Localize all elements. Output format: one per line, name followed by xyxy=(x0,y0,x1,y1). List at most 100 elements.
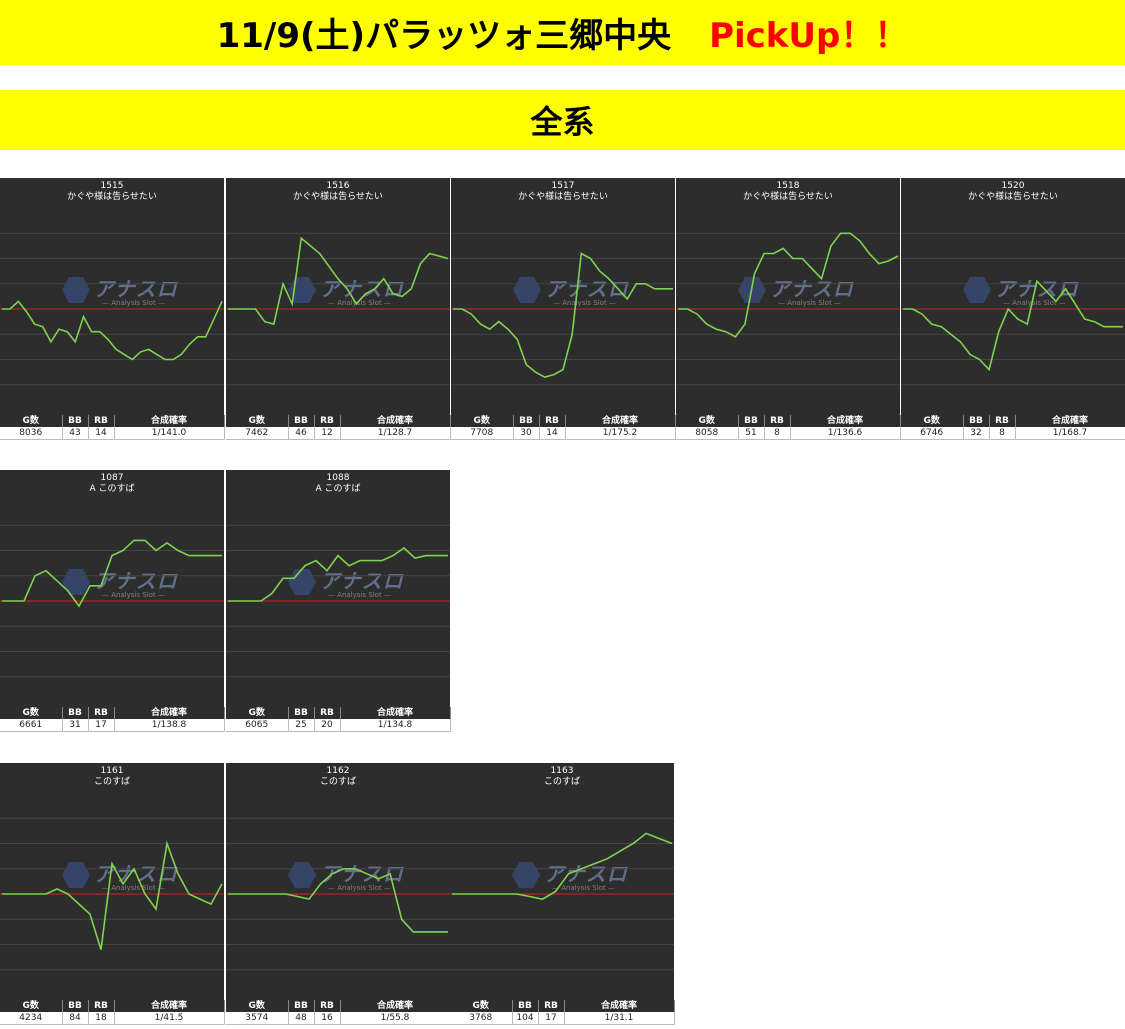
chart-title: 1517 かぐや様は告らせたい xyxy=(451,181,675,203)
section-banner: 全系 xyxy=(0,90,1125,150)
machine-number: 1161 xyxy=(100,766,124,776)
machine-name: A このすば xyxy=(315,484,361,494)
data-series-line xyxy=(228,236,449,326)
chart-title: 1161 このすば xyxy=(0,766,224,788)
stats-value-cell: 43 xyxy=(62,427,89,440)
stats-value-cell: 7708 xyxy=(451,427,514,440)
plot-area: 1517 かぐや様は告らせたい アナスロ — Analysis Slot — xyxy=(451,178,675,415)
watermark-logo: アナスロ — Analysis Slot — xyxy=(288,565,416,605)
plot-area: 1515 かぐや様は告らせたいアナスロ — Analysis Slot — xyxy=(0,178,224,415)
stats-value-cell: 1/175.2 xyxy=(565,427,676,440)
stats-header-cell: G数 xyxy=(0,1000,63,1012)
stats-value-cell: 20 xyxy=(314,719,341,732)
plot-area: 1162 このすば アナスロ — Analysis Slot — xyxy=(226,763,450,1000)
stats-header-cell: RB xyxy=(314,415,341,427)
machine-number: 1162 xyxy=(326,766,350,776)
stats-header-cell: RB xyxy=(88,1000,115,1012)
machine-number: 1517 xyxy=(551,181,575,191)
stats-header-cell: RB xyxy=(88,707,115,719)
chart-panel: 1163 このすば アナスロ — Analysis Slot — G数 BB RB 合成確率 3… xyxy=(450,763,675,1029)
chart-panel: 1515 かぐや様は告らせたい アナスロ — Analysis Slot — G数 BB R… xyxy=(0,178,225,444)
watermark-subtitle: — Analysis Slot — xyxy=(778,299,841,307)
machine-name: かぐや様は告らせたい xyxy=(968,192,1058,202)
chart-panel: 1518 かぐや様は告らせたい アナスロ — Analysis Slot — G数 BB R… xyxy=(676,178,901,444)
line-chart xyxy=(226,817,450,971)
stats-header-cell: RB xyxy=(538,1000,565,1012)
machine-name: このすば xyxy=(319,777,356,787)
data-series-line xyxy=(678,232,899,338)
stats-value-cell: 1/138.8 xyxy=(114,719,225,732)
stats-table: G数 BB RB 合成確率 3768 104 17 1/31.1 xyxy=(450,1000,675,1025)
chart-title: 1088 A このすば xyxy=(226,473,450,495)
stats-value-cell: 51 xyxy=(738,427,765,440)
line-chart xyxy=(0,524,224,678)
plot-area: 1516 かぐや様は告らせたいアナスロ — Analysis Slot — xyxy=(226,178,450,415)
hexagon-icon xyxy=(512,862,540,888)
stats-header-cell: G数 xyxy=(450,1000,513,1012)
data-series-line xyxy=(453,252,673,379)
stats-value-cell: 1/41.5 xyxy=(114,1012,225,1025)
watermark-logo: アナスロ — Analysis Slot — xyxy=(62,273,190,313)
hexagon-icon xyxy=(513,277,541,303)
chart-title: 1518 かぐや様は告らせたい xyxy=(676,181,900,203)
stats-value-cell: 4234 xyxy=(0,1012,63,1025)
plot-area: 1518 かぐや様は告らせたい アナスロ — Analysis Slot — xyxy=(676,178,900,415)
stats-value-cell: 6661 xyxy=(0,719,63,732)
stats-header-cell: G数 xyxy=(226,707,289,719)
line-chart xyxy=(901,232,1125,386)
line-chart xyxy=(226,524,450,678)
stats-header-cell: BB xyxy=(288,1000,315,1012)
section-title: 全系 xyxy=(530,103,595,141)
chart-panel: 1517 かぐや様は告らせたい アナスロ — Analysis Slot — G数 BB R… xyxy=(451,178,676,444)
plot-area: 1163 このすば アナスロ — Analysis Slot — xyxy=(450,763,674,1000)
line-chart xyxy=(451,232,675,386)
data-series-line xyxy=(2,539,222,608)
watermark-logo: アナスロ — Analysis Slot — xyxy=(512,858,640,898)
stats-value-cell: 104 xyxy=(512,1012,539,1025)
stats-value-cell: 16 xyxy=(314,1012,341,1025)
stats-value-cell: 84 xyxy=(62,1012,89,1025)
stats-header-cell: 合成確率 xyxy=(565,415,676,427)
machine-number: 1515 xyxy=(100,181,124,191)
machine-name: かぐや様は告らせたい xyxy=(67,192,157,202)
stats-header-cell: BB xyxy=(62,1000,89,1012)
line-chart xyxy=(450,817,674,971)
stats-value-cell: 48 xyxy=(288,1012,315,1025)
stats-table: G数 BB RB 合成確率 4234 84 18 1/41.5 xyxy=(0,1000,225,1025)
line-chart xyxy=(226,232,450,386)
stats-header-cell: BB xyxy=(738,415,765,427)
stats-header-cell: BB xyxy=(513,415,540,427)
machine-name: このすば xyxy=(93,777,130,787)
stats-header-cell: RB xyxy=(539,415,566,427)
stats-value-cell: 6065 xyxy=(226,719,289,732)
watermark-logo: アナスロ — Analysis Slot — xyxy=(288,273,416,313)
stats-header-cell: RB xyxy=(314,707,341,719)
watermark-text: アナスロ xyxy=(94,569,178,593)
hexagon-icon xyxy=(62,277,90,303)
stats-header-cell: 合成確率 xyxy=(564,1000,675,1012)
stats-header-cell: BB xyxy=(62,707,89,719)
stats-header-cell: 合成確率 xyxy=(114,415,225,427)
machine-name: かぐや様は告らせたい xyxy=(743,192,833,202)
plot-area: 1088 A このすばアナスロ — Analysis Slot — xyxy=(226,470,450,707)
line-chart xyxy=(0,817,224,971)
stats-header-cell: G数 xyxy=(901,415,964,427)
stats-header-cell: BB xyxy=(62,415,89,427)
chart-title: 1520 かぐや様は告らせたい xyxy=(901,181,1125,203)
stats-value-cell: 25 xyxy=(288,719,315,732)
stats-value-cell: 46 xyxy=(288,427,315,440)
watermark-text: アナスロ xyxy=(320,277,404,301)
stats-value-cell: 12 xyxy=(314,427,341,440)
stats-header-cell: 合成確率 xyxy=(340,415,451,427)
stats-value-cell: 8 xyxy=(764,427,791,440)
chart-panel: 1520 かぐや様は告らせたい アナスロ — Analysis Slot — G数 BB R… xyxy=(901,178,1125,444)
stats-header-cell: BB xyxy=(288,415,315,427)
stats-value-cell: 1/141.0 xyxy=(114,427,225,440)
line-chart xyxy=(676,232,900,386)
stats-header-cell: BB xyxy=(512,1000,539,1012)
stats-header-cell: 合成確率 xyxy=(340,707,451,719)
machine-number: 1518 xyxy=(776,181,800,191)
chart-title: 1516 かぐや様は告らせたい xyxy=(226,181,450,203)
stats-header-cell: G数 xyxy=(676,415,739,427)
machine-number: 1163 xyxy=(550,766,574,776)
